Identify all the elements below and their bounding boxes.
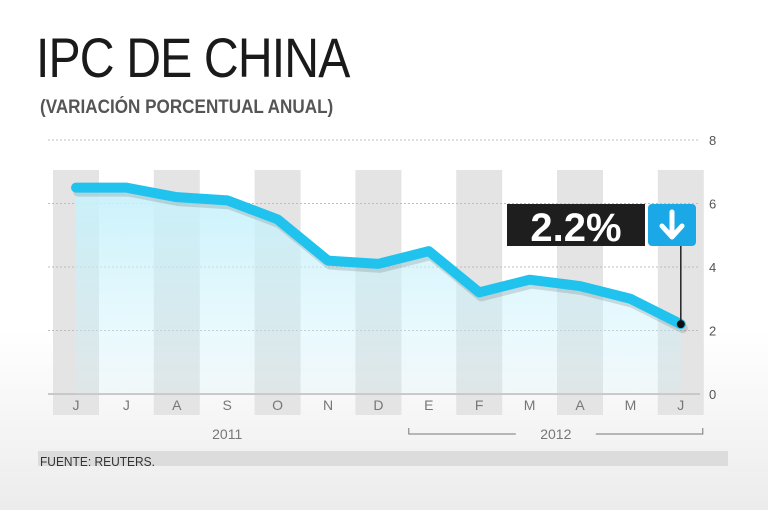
data-point (629, 298, 631, 300)
source-note: FUENTE: REUTERS. (40, 454, 155, 469)
callout-value: 2.2% (530, 206, 621, 250)
y-tick-label: 6 (709, 197, 716, 212)
y-axis-ticks: 0 2 4 6 8 (709, 133, 716, 402)
source-bar (38, 451, 728, 466)
x-tick-label: A (575, 397, 585, 413)
year-label: 2011 (212, 426, 242, 442)
callout-dot (676, 320, 685, 329)
x-tick-label: O (272, 397, 283, 413)
y-tick-label: 0 (709, 387, 716, 402)
data-point (226, 199, 228, 201)
data-point (176, 196, 178, 198)
year-bracket (595, 428, 704, 435)
x-tick-label: S (223, 397, 232, 413)
y-tick-label: 4 (709, 260, 716, 275)
data-point (529, 279, 531, 281)
series-line (71, 182, 686, 330)
x-tick-label: M (524, 397, 536, 413)
x-tick-label: J (123, 397, 130, 413)
x-tick-label: A (172, 397, 182, 413)
x-tick-label: M (625, 397, 637, 413)
year-label: 2012 (540, 426, 571, 442)
data-point (428, 250, 430, 252)
callout-box (507, 204, 645, 246)
chart-title: IPC DE CHINA (36, 26, 350, 89)
data-point (75, 187, 77, 189)
year-labels: 2011 2012 (212, 426, 704, 442)
data-point (125, 187, 127, 189)
x-tick-label: J (677, 397, 684, 413)
data-point (377, 263, 379, 265)
x-tick-label: E (424, 397, 433, 413)
series-area (76, 187, 681, 394)
arrow-down-glyph (659, 209, 685, 240)
data-point (579, 285, 581, 287)
chart-subtitle: (VARIACIÓN PORCENTUAL ANUAL) (40, 97, 334, 118)
x-tick-label: J (73, 397, 80, 413)
x-tick-label: N (323, 397, 333, 413)
x-tick-label: F (475, 397, 484, 413)
year-bracket (408, 428, 516, 435)
line-layer (71, 182, 688, 334)
data-point (478, 291, 480, 293)
x-tick-label: D (373, 397, 383, 413)
data-point (277, 218, 279, 220)
area-layer (76, 187, 681, 394)
y-tick-label: 2 (709, 324, 716, 339)
y-tick-label: 8 (709, 133, 716, 148)
data-point (327, 260, 329, 262)
callout: 2.2% (507, 204, 696, 329)
